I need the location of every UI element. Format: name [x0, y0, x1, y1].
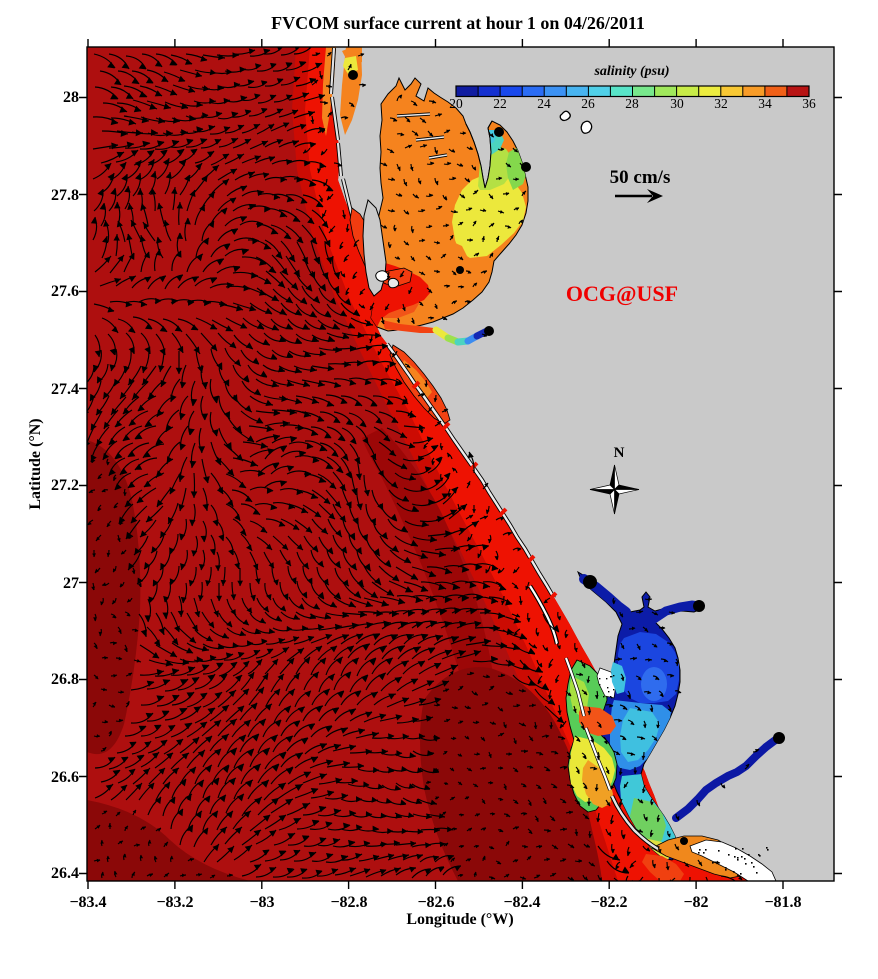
svg-text:26.4: 26.4 — [51, 865, 79, 882]
svg-text:−83.4: −83.4 — [69, 894, 106, 911]
svg-text:24: 24 — [537, 96, 551, 111]
svg-text:22: 22 — [493, 96, 507, 111]
svg-text:34: 34 — [758, 96, 772, 111]
svg-text:salinity (psu): salinity (psu) — [593, 64, 669, 79]
svg-text:−83: −83 — [249, 894, 274, 911]
svg-text:28: 28 — [63, 89, 79, 106]
svg-text:FVCOM surface current at hour: FVCOM surface current at hour 1 on 04/26… — [271, 13, 645, 33]
svg-text:−82.4: −82.4 — [503, 894, 540, 911]
svg-text:OCG@USF: OCG@USF — [566, 281, 678, 306]
svg-text:26.6: 26.6 — [51, 769, 79, 786]
svg-text:−82: −82 — [683, 894, 708, 911]
svg-text:−82.2: −82.2 — [590, 894, 627, 911]
svg-text:28: 28 — [625, 96, 639, 111]
svg-text:−82.6: −82.6 — [417, 894, 454, 911]
svg-text:36: 36 — [802, 96, 816, 111]
svg-text:32: 32 — [714, 96, 728, 111]
svg-text:Latitude (°N): Latitude (°N) — [27, 418, 44, 509]
svg-text:−81.8: −81.8 — [764, 894, 801, 911]
svg-text:N: N — [614, 445, 625, 461]
svg-text:50 cm/s: 50 cm/s — [610, 167, 671, 188]
svg-text:27.8: 27.8 — [51, 187, 79, 204]
svg-text:−83.2: −83.2 — [156, 894, 193, 911]
svg-text:30: 30 — [670, 96, 684, 111]
svg-text:20: 20 — [449, 96, 463, 111]
svg-text:−82.8: −82.8 — [330, 894, 367, 911]
svg-text:26: 26 — [581, 96, 595, 111]
svg-text:27.4: 27.4 — [51, 381, 79, 398]
svg-text:27: 27 — [63, 575, 79, 592]
svg-text:27.6: 27.6 — [51, 283, 79, 300]
svg-text:26.8: 26.8 — [51, 671, 79, 688]
svg-text:27.2: 27.2 — [51, 477, 79, 494]
svg-text:Longitude (°W): Longitude (°W) — [406, 911, 513, 928]
